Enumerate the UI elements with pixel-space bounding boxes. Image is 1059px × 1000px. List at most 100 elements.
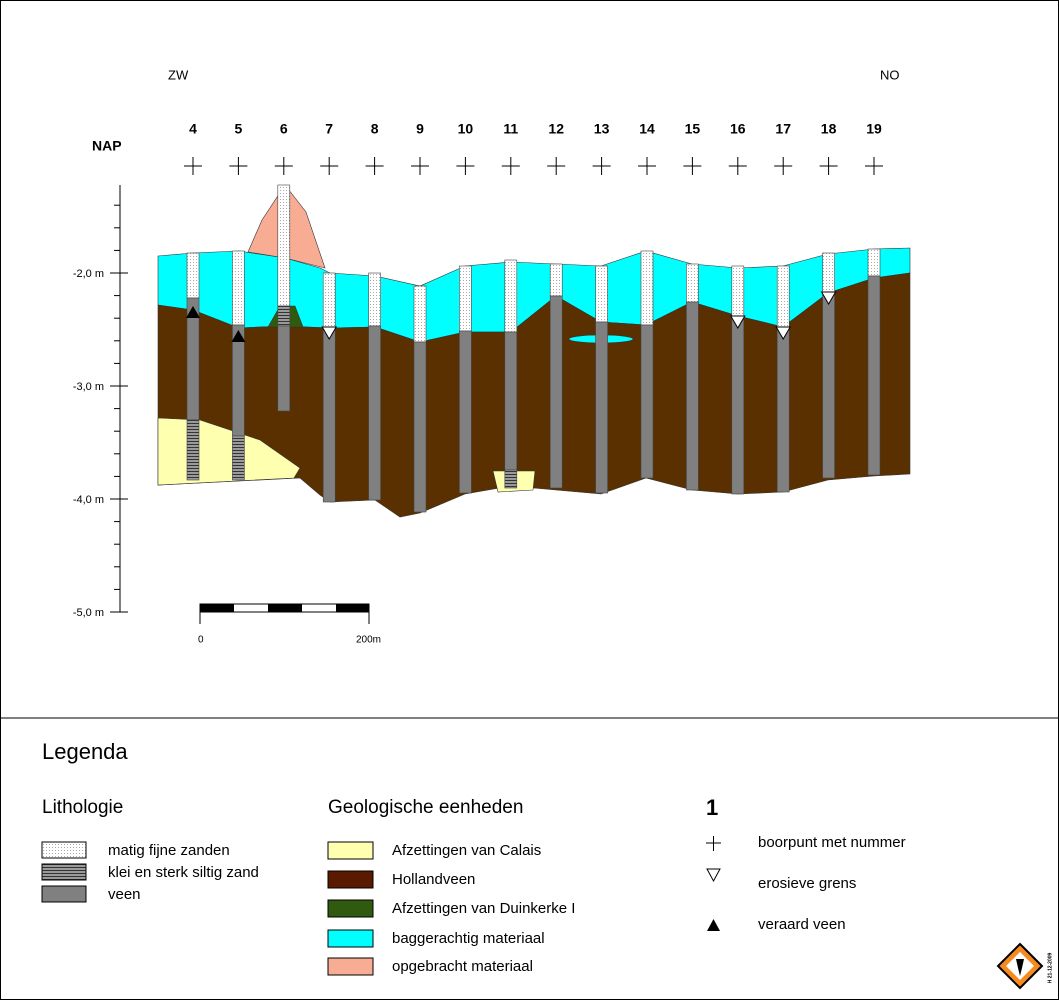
sand [731, 265, 745, 317]
borehole-number: 17 [775, 121, 791, 137]
unit-item: Afzettingen van Duinkerke I [392, 900, 575, 917]
borehole-number: 12 [548, 121, 564, 137]
boreholes [186, 184, 881, 513]
unit-item: Afzettingen van Calais [392, 842, 541, 859]
borehole-cross [320, 157, 339, 175]
scale-end: 200m [356, 635, 381, 646]
borehole-cross [184, 157, 202, 175]
lithology-item: klei en sterk siltig zand [108, 864, 259, 881]
clay [186, 419, 200, 481]
borehole-cross [365, 157, 384, 175]
borehole-cross [547, 157, 566, 175]
borehole-cross [501, 157, 520, 175]
cross-section [157, 184, 911, 518]
units-title: Geologische eenheden [328, 797, 523, 818]
stamp: H 21-12-2009 [1047, 952, 1053, 983]
sand [504, 259, 518, 333]
peat [504, 331, 518, 471]
borehole-number: 11 [503, 121, 518, 137]
lithology-item: matig fijne zanden [108, 842, 230, 859]
borehole-number: 19 [866, 121, 882, 137]
depth-label: -5,0 m [73, 607, 104, 619]
peat [867, 275, 881, 476]
veraard-veen [186, 306, 200, 318]
symbol-example: 1 [706, 795, 718, 820]
peat [459, 330, 472, 494]
borehole-number: 13 [594, 121, 610, 137]
scale-bar [199, 603, 370, 624]
borehole-number: 14 [639, 121, 655, 137]
depth-axis [110, 185, 128, 613]
lithology-title: Lithologie [42, 797, 123, 818]
borehole-cross [274, 157, 293, 175]
borehole-number: 10 [458, 121, 474, 137]
unit-item: opgebracht materiaal [392, 958, 533, 975]
sand [640, 250, 654, 326]
veraard-veen [231, 330, 246, 342]
erosieve-grens [321, 326, 338, 340]
peat [277, 325, 291, 412]
sand [232, 250, 245, 326]
legend [41, 836, 1044, 990]
peat [776, 326, 790, 493]
lithology-item: veen [108, 886, 141, 903]
peat [731, 315, 745, 495]
borehole-cross [229, 157, 248, 175]
peat [640, 324, 654, 479]
peat [549, 295, 563, 489]
borehole-number: 5 [235, 121, 243, 137]
depth-label: -3,0 m [73, 381, 104, 393]
peat [322, 327, 336, 503]
datum-label: NAP [92, 138, 122, 154]
sand [368, 272, 381, 327]
sand [867, 248, 881, 277]
erosieve-grens [775, 326, 792, 340]
sand [595, 265, 608, 323]
borehole-number: 9 [416, 121, 424, 137]
erosieve-grens [729, 315, 746, 329]
sand [686, 263, 699, 303]
unit-item: baggerachtig materiaal [392, 930, 545, 947]
peat [413, 341, 427, 513]
legend-title: Legenda [42, 739, 128, 764]
symbol-item: boorpunt met nummer [758, 834, 906, 851]
symbol-item: veraard veen [758, 916, 846, 933]
borehole-number: 4 [189, 121, 197, 137]
depth-label: -4,0 m [73, 494, 104, 506]
borehole-cross [638, 157, 656, 175]
direction-left: ZW [168, 67, 189, 82]
borehole-number: 8 [371, 121, 379, 137]
sand [322, 272, 336, 329]
peat [822, 291, 835, 479]
depth-label: -2,0 m [73, 268, 104, 280]
sand [549, 263, 563, 297]
borehole-cross [865, 157, 883, 175]
direction-right: NO [880, 67, 900, 82]
clay [504, 469, 518, 489]
borehole-cross [592, 157, 611, 175]
clay [232, 435, 245, 481]
borehole-cross [819, 157, 838, 175]
peat [368, 325, 381, 501]
erosieve-grens [820, 291, 837, 305]
symbol-item: erosieve grens [758, 875, 856, 892]
borehole-cross [683, 157, 702, 175]
scale-start: 0 [198, 635, 204, 646]
sand [822, 252, 835, 293]
peat [686, 301, 699, 491]
clay [277, 305, 291, 327]
borehole-number: 6 [280, 121, 288, 137]
sand [277, 184, 291, 307]
borehole-number: 7 [325, 121, 333, 137]
sand [776, 265, 790, 328]
borehole-cross [728, 157, 747, 175]
sand [413, 285, 427, 343]
borehole-number: 15 [685, 121, 701, 137]
borehole-number: 18 [821, 121, 837, 137]
borehole-cross [456, 157, 475, 175]
borehole-cross [411, 157, 429, 175]
sand [186, 252, 200, 299]
borehole-cross [774, 157, 793, 175]
sand [459, 265, 472, 332]
